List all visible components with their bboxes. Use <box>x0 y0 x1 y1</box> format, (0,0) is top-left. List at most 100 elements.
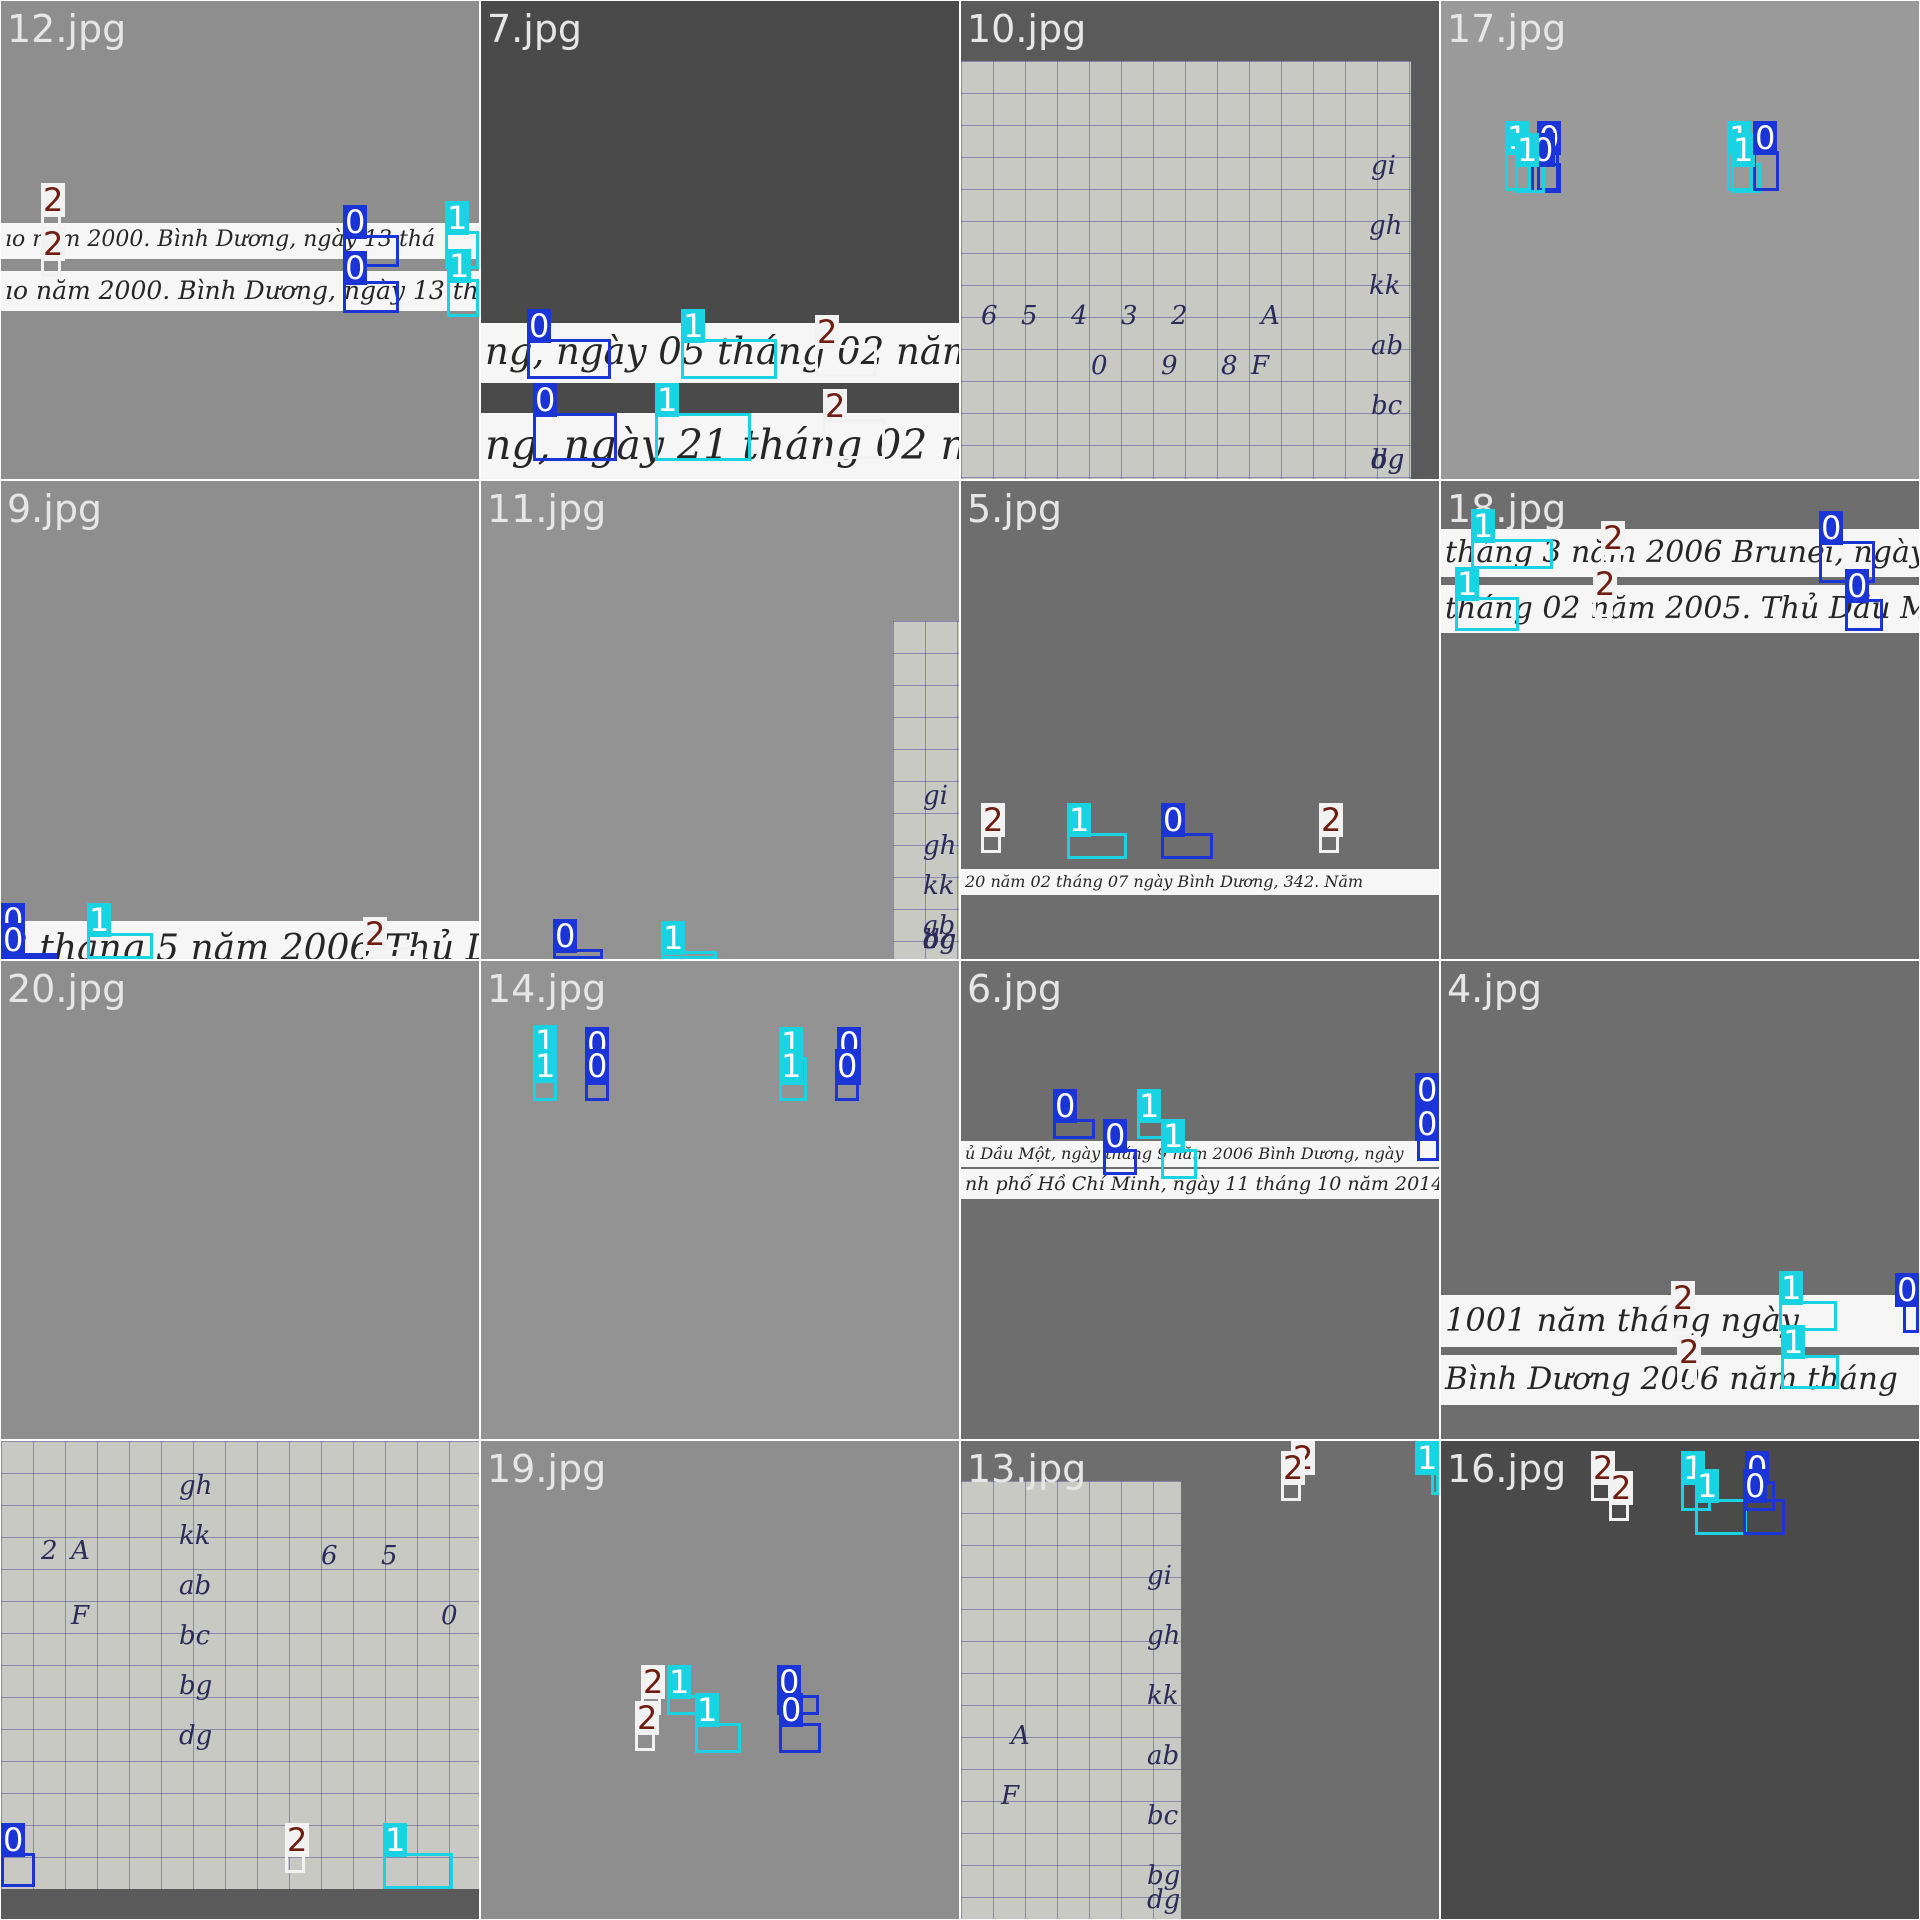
mosaic-tile: 14.jpg 0 0 1 1 0 0 1 1 <box>481 961 959 1439</box>
detection-label-class-2: 2 <box>1319 803 1343 837</box>
detection-box-class-1 <box>655 413 751 461</box>
handwritten-glyph: ab <box>1371 331 1403 361</box>
detection-label-class-2: 2 <box>641 1665 665 1699</box>
detection-label-class-0: 0 <box>779 1693 803 1727</box>
detection-label-class-0: 0 <box>527 309 551 343</box>
handwritten-glyph: bc <box>179 1621 210 1651</box>
detection-label-class-2: 2 <box>285 1823 309 1857</box>
tile-filename: 9.jpg <box>7 487 102 531</box>
mosaic-tile: ng, ngày 05 tháng 02 năm 200 ng, ngày 21 … <box>481 1 959 479</box>
detection-label-class-0: 0 <box>533 383 557 417</box>
handwritten-glyph: 0 <box>441 1601 458 1631</box>
tile-background <box>481 481 959 959</box>
handwritten-glyph: 3 <box>1121 301 1138 331</box>
detection-label-class-0: 0 <box>1053 1089 1077 1123</box>
detection-label-class-0: 0 <box>343 205 367 239</box>
detection-label-class-0: 0 <box>553 919 577 953</box>
detection-label-class-0: 0 <box>835 1049 859 1083</box>
handwritten-glyph: 2 <box>1171 301 1188 331</box>
text-strip: 20 năm 02 tháng 07 ngày Bình Dương, 342.… <box>961 869 1439 895</box>
handwritten-glyph: A <box>1011 1721 1030 1751</box>
mosaic-tile: 20.jpg <box>1 961 479 1439</box>
detection-label-class-1: 1 <box>681 309 705 343</box>
detection-label-class-2: 2 <box>1601 521 1625 555</box>
detection-box-class-2 <box>823 419 885 459</box>
handwritten-glyph: gh <box>1369 211 1402 241</box>
detection-label-class-0: 0 <box>1753 121 1777 155</box>
handwritten-glyph: A <box>1261 301 1280 331</box>
detection-label-class-0: 0 <box>1 923 25 957</box>
tile-filename: 16.jpg <box>1447 1447 1566 1491</box>
detection-label-class-1: 1 <box>383 1823 407 1857</box>
graph-paper-photo: gi gh kk ab bc bg dg <box>893 621 959 959</box>
strip-text: 1001 năm tháng ngày <box>1445 1301 1799 1339</box>
detection-label-class-1: 1 <box>667 1665 691 1699</box>
tile-filename: 4.jpg <box>1447 967 1542 1011</box>
detection-label-class-1: 1 <box>1415 1441 1439 1475</box>
handwritten-glyph: bc <box>1147 1801 1178 1831</box>
handwritten-glyph: bc <box>1371 391 1402 421</box>
mosaic-tile: 1001 năm tháng ngày Bình Dương 2006 năm t… <box>1441 961 1919 1439</box>
text-strip: ủ Dầu Một, ngày tháng 9 năm 2006 Bình Dư… <box>961 1141 1439 1167</box>
mosaic-tile: gi gh kk ab bc bg dg 11.jpg 0 1 <box>481 481 959 959</box>
detection-label-class-2: 2 <box>1593 567 1617 601</box>
handwritten-glyph: 8 <box>1221 351 1238 381</box>
handwritten-glyph: dg <box>1371 445 1404 475</box>
strip-text: ıo năm 2000. Bình Dương, ngày 13 thá <box>5 276 479 305</box>
detection-label-class-0: 0 <box>1819 511 1843 545</box>
handwritten-glyph: 5 <box>1021 301 1038 331</box>
handwritten-glyph: 6 <box>321 1541 338 1571</box>
detection-label-class-1: 1 <box>1695 1469 1719 1503</box>
mosaic-tile: 17.jpg0011110 <box>1441 1 1919 479</box>
detection-label-class-1: 1 <box>533 1049 557 1083</box>
handwritten-glyph: 4 <box>1071 301 1088 331</box>
detection-label-class-2: 2 <box>815 315 839 349</box>
mosaic-tile: ủ Dầu Một, ngày tháng 9 năm 2006 Bình Dư… <box>961 961 1439 1439</box>
tile-background <box>1 481 479 959</box>
handwritten-glyph: gi <box>1147 1561 1172 1591</box>
detection-label-class-1: 1 <box>695 1693 719 1727</box>
tile-filename: 17.jpg <box>1447 7 1566 51</box>
handwritten-glyph: kk <box>923 871 955 901</box>
detection-label-class-0: 0 <box>1161 803 1185 837</box>
detection-label-class-0: 0 <box>1103 1119 1127 1153</box>
detection-label-class-1: 1 <box>447 249 471 283</box>
detection-label-class-2: 2 <box>363 917 387 951</box>
handwritten-glyph: kk <box>179 1521 211 1551</box>
handwritten-glyph: F <box>71 1601 89 1631</box>
detection-label-class-1: 1 <box>655 383 679 417</box>
detection-label-class-1: 1 <box>779 1049 803 1083</box>
tile-filename: 6.jpg <box>967 967 1062 1011</box>
tile-background <box>1441 1 1919 479</box>
handwritten-glyph: dg <box>923 925 956 955</box>
tile-filename: 7.jpg <box>487 7 582 51</box>
detection-label-class-1: 1 <box>661 921 685 955</box>
mosaic-tile: 20 năm 02 tháng 07 ngày Bình Dương, 342.… <box>961 481 1439 959</box>
detection-label-class-2: 2 <box>1609 1471 1633 1505</box>
handwritten-glyph: dg <box>179 1721 212 1751</box>
handwritten-glyph: F <box>1001 1781 1019 1811</box>
detection-label-class-1: 1 <box>87 903 111 937</box>
handwritten-glyph: F <box>1251 351 1269 381</box>
mosaic-tile: 16.jpg 1 1 0 0 2 2 <box>1441 1441 1919 1919</box>
handwritten-glyph: kk <box>1369 271 1401 301</box>
tile-background <box>961 961 1439 1439</box>
detection-label-class-1: 1 <box>1515 133 1539 167</box>
detection-label-class-0: 0 <box>1 1823 25 1857</box>
text-strip: ıo năm 2000. Bình Dương, ngày 13 thá <box>1 271 479 311</box>
tile-filename: 10.jpg <box>967 7 1086 51</box>
mosaic-tile: gi gh kk ab bc bg dg A 2 3 4 5 6 0 9 8 F 10.jpg <box>961 1 1439 479</box>
detection-box-class-0 <box>1753 151 1779 191</box>
detection-label-class-2: 2 <box>1671 1281 1695 1315</box>
detection-label-class-2: 2 <box>41 183 65 217</box>
tile-filename: 5.jpg <box>967 487 1062 531</box>
mosaic-tile: ıo năm 2000. Bình Dương, ngày 13 thá ıo n… <box>1 1 479 479</box>
strip-text: nh phố Hồ Chí Minh, ngày 11 tháng 10 năm… <box>965 1173 1439 1195</box>
detection-label-class-0: 0 <box>1743 1469 1767 1503</box>
tile-filename: 12.jpg <box>7 7 126 51</box>
mosaic-tile: gh kk ab bc bg dg A 2 6 5 0 F 0 1 2 <box>1 1441 479 1919</box>
detection-label-class-0: 0 <box>1415 1107 1439 1141</box>
detection-label-class-2: 2 <box>1677 1335 1701 1369</box>
